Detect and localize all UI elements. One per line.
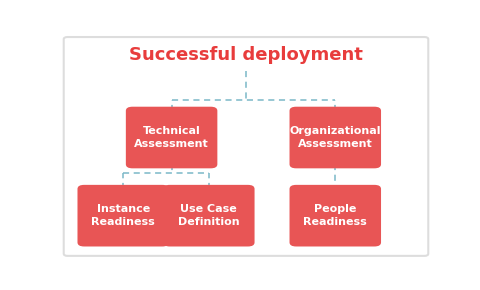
Text: People
Readiness: People Readiness [303, 204, 367, 227]
FancyBboxPatch shape [289, 107, 381, 168]
FancyBboxPatch shape [163, 185, 254, 246]
FancyBboxPatch shape [77, 185, 169, 246]
FancyBboxPatch shape [64, 37, 428, 256]
Text: Instance
Readiness: Instance Readiness [91, 204, 155, 227]
Text: Technical
Assessment: Technical Assessment [134, 126, 209, 149]
Text: Organizational
Assessment: Organizational Assessment [289, 126, 381, 149]
Text: Successful deployment: Successful deployment [129, 46, 363, 64]
FancyBboxPatch shape [126, 107, 217, 168]
Text: Use Case
Definition: Use Case Definition [178, 204, 240, 227]
FancyBboxPatch shape [289, 185, 381, 246]
